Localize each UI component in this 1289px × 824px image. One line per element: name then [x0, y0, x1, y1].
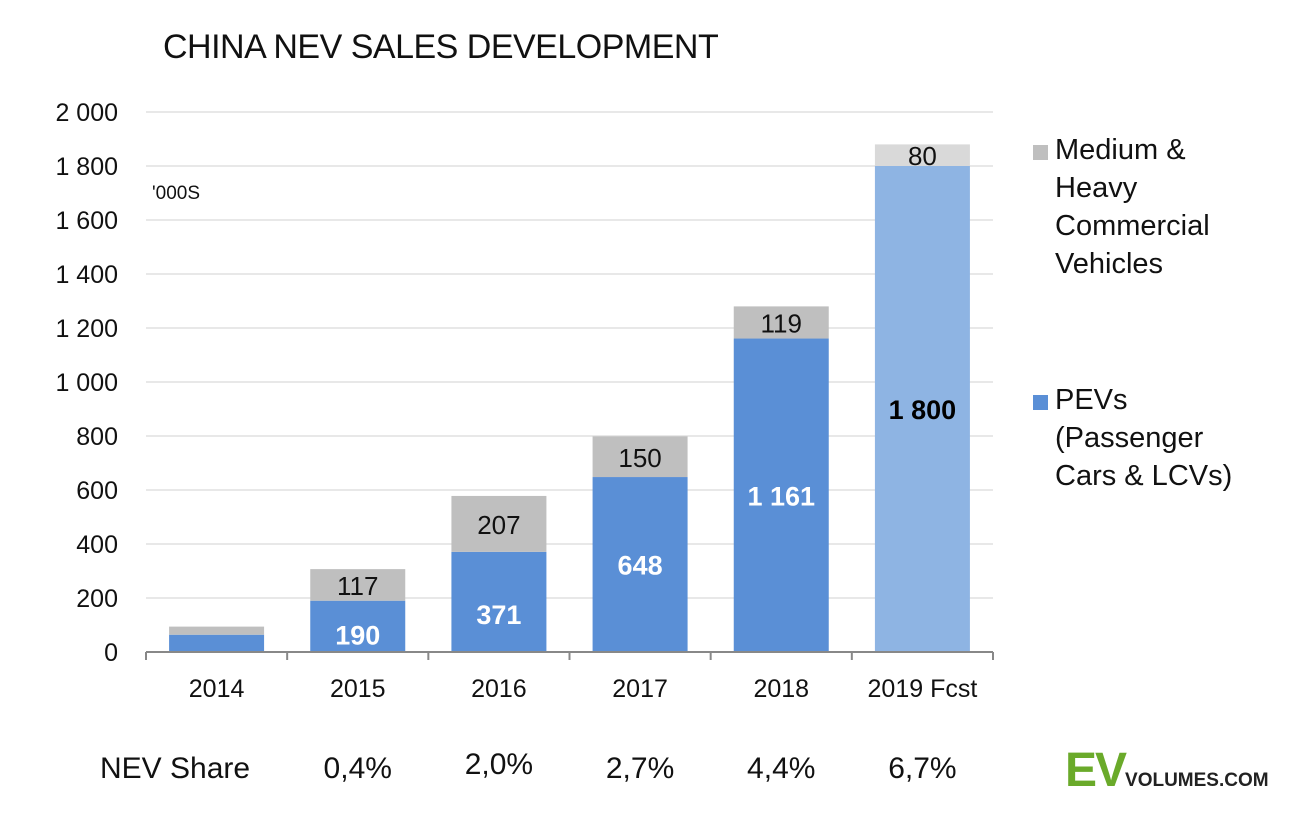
y-tick-label: 2 000 — [55, 99, 118, 127]
y-tick-label: 200 — [76, 585, 118, 613]
x-tick-label: 2016 — [471, 675, 527, 703]
y-tick-label: 1 600 — [55, 207, 118, 235]
nev-share-value: 0,4% — [323, 752, 392, 785]
nev-share-label: NEV Share — [100, 752, 251, 785]
bar-pev — [451, 551, 547, 652]
y-tick-label: 1 800 — [55, 153, 118, 181]
bar-pev — [592, 477, 688, 652]
y-tick-label: 1 000 — [55, 369, 118, 397]
data-label-mhcv: 150 — [618, 443, 661, 473]
legend-swatch — [1033, 145, 1048, 160]
y-tick-label: 400 — [76, 531, 118, 559]
nev-share-value: 2,0% — [464, 748, 534, 781]
x-tick-label: 2018 — [753, 675, 809, 703]
y-tick-label: 1 400 — [55, 261, 118, 289]
bar-mhcv — [169, 626, 265, 635]
data-label-mhcv: 80 — [908, 141, 937, 171]
data-label-mhcv: 117 — [337, 571, 378, 601]
logo-ev: EV — [1065, 744, 1127, 797]
y-tick-label: 600 — [76, 477, 118, 505]
bar-pev — [169, 634, 265, 652]
legend-text: PEVs — [1055, 384, 1128, 416]
bar-pev — [733, 338, 829, 652]
logo-volumes: VOLUMES.COM — [1125, 770, 1269, 791]
data-label-mhcv: 207 — [477, 510, 520, 540]
data-label-pev: 1 161 — [747, 481, 815, 511]
bar-mhcv — [733, 306, 829, 339]
data-label-pev: 1 800 — [889, 395, 957, 425]
x-tick-label: 2017 — [612, 675, 668, 703]
legend-swatch — [1033, 395, 1048, 410]
y-tick-label: 800 — [76, 423, 118, 451]
legend-text: Commercial — [1055, 210, 1210, 242]
unit-label: '000S — [152, 183, 201, 204]
bar-pev — [310, 600, 406, 652]
chart-title: CHINA NEV SALES DEVELOPMENT — [163, 28, 719, 66]
legend-text: (Passenger — [1055, 422, 1204, 454]
legend-text: Cars & LCVs) — [1055, 460, 1233, 492]
data-label-pev: 190 — [335, 620, 380, 650]
bar-mhcv — [874, 144, 970, 166]
x-tick-label: 2019 Fcst — [868, 675, 978, 703]
legend-text: Vehicles — [1055, 248, 1164, 280]
legend-text: Heavy — [1055, 172, 1138, 204]
bar-mhcv — [310, 569, 406, 601]
legend-text: Medium & — [1055, 134, 1186, 166]
x-tick-label: 2015 — [330, 675, 386, 703]
data-label-pev: 648 — [618, 551, 663, 581]
nev-share-value: 6,7% — [888, 752, 957, 785]
data-label-mhcv: 119 — [761, 308, 802, 338]
x-tick-label: 2014 — [189, 675, 245, 703]
bar-mhcv — [592, 436, 688, 478]
y-tick-label: 0 — [104, 639, 118, 667]
bar-pev — [874, 166, 970, 652]
nev-share-value: 2,7% — [605, 752, 675, 785]
evvolumes-logo: EVVOLUMES.COM — [1065, 743, 1269, 798]
y-tick-label: 1 200 — [55, 315, 118, 343]
data-label-pev: 371 — [476, 600, 521, 630]
nev-share-value: 4,4% — [747, 752, 816, 785]
bar-mhcv — [451, 495, 547, 552]
